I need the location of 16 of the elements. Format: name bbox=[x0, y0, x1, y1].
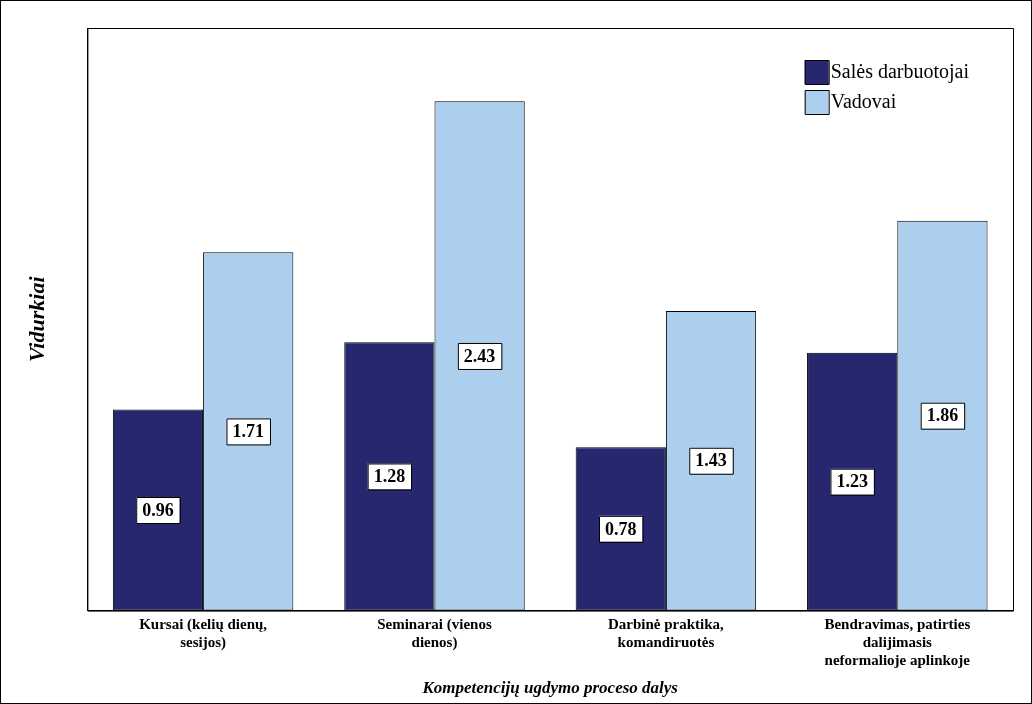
data-label: 1.43 bbox=[695, 450, 727, 471]
legend-label: Vadovai bbox=[830, 90, 897, 113]
x-axis-title: Kompetencijų ugdymo proceso dalys bbox=[421, 678, 679, 698]
data-label: 1.28 bbox=[373, 466, 406, 487]
data-label: 1.71 bbox=[232, 421, 264, 442]
data-label: 1.23 bbox=[836, 471, 868, 492]
x-tick-label: Darbinė praktika, komandiruotės bbox=[607, 616, 725, 651]
legend-label: Salės darbuotojai bbox=[830, 60, 970, 84]
data-label: 1.86 bbox=[926, 405, 959, 426]
x-tick-label: Seminarai (vienos dienos) bbox=[377, 616, 492, 652]
data-label: 2.43 bbox=[463, 345, 496, 366]
y-axis-title: Vidurkiai bbox=[23, 275, 49, 363]
x-tick-label: Bendravimas, patirties dalijimasis neformalioje aplinkoje bbox=[824, 616, 971, 669]
x-tick-label: Kursai (kelių dienų, sesijos) bbox=[139, 616, 268, 652]
data-label: 0.96 bbox=[142, 499, 174, 520]
data-label: 0.78 bbox=[605, 518, 637, 539]
